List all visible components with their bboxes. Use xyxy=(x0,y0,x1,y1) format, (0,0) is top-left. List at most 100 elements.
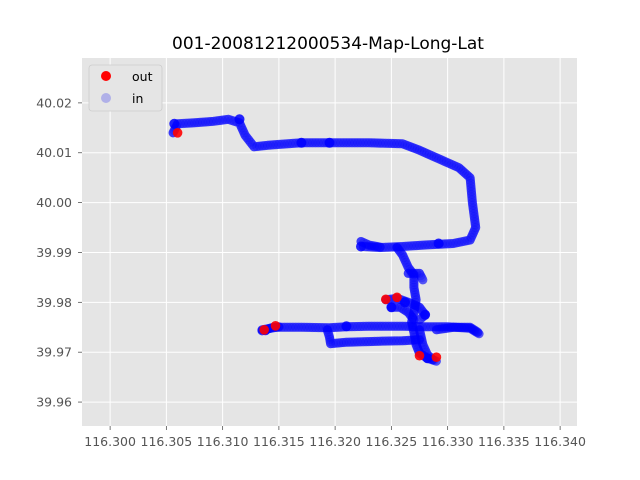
in-point xyxy=(419,342,429,352)
in-point xyxy=(324,332,335,342)
in-point xyxy=(463,171,473,181)
in-point xyxy=(418,340,428,350)
in-point xyxy=(392,336,402,346)
in-point xyxy=(384,138,394,148)
in-point xyxy=(443,323,453,333)
in-point xyxy=(288,138,298,148)
in-point xyxy=(310,322,320,333)
in-point xyxy=(392,139,402,149)
in-point xyxy=(226,115,236,125)
in-point xyxy=(274,139,284,149)
in-point xyxy=(206,116,216,127)
in-point xyxy=(375,336,385,346)
in-point xyxy=(434,324,444,334)
in-point xyxy=(466,232,476,243)
in-point xyxy=(361,138,371,148)
in-point xyxy=(466,181,476,191)
in-point xyxy=(409,285,419,295)
in-point xyxy=(392,321,402,331)
in-point xyxy=(465,175,475,185)
in-point xyxy=(437,324,447,334)
in-point xyxy=(395,336,405,346)
in-point xyxy=(364,240,374,250)
in-point xyxy=(184,118,194,128)
in-point xyxy=(401,306,411,316)
in-point xyxy=(252,141,262,152)
in-point xyxy=(203,117,213,127)
in-point xyxy=(361,337,371,347)
in-point xyxy=(326,339,336,349)
in-point xyxy=(285,322,295,332)
in-point xyxy=(409,277,419,287)
in-point xyxy=(392,242,402,253)
in-point xyxy=(467,230,477,240)
in-point xyxy=(313,323,323,333)
chart-title: 001-20081212000534-Map-Long-Lat xyxy=(172,34,484,54)
in-point xyxy=(386,321,396,331)
in-point xyxy=(467,323,477,334)
in-point xyxy=(195,117,205,127)
in-point xyxy=(245,137,256,147)
in-point xyxy=(457,322,467,332)
in-point xyxy=(415,327,425,337)
in-point xyxy=(217,115,227,125)
in-point xyxy=(240,130,250,140)
in-point xyxy=(465,173,475,183)
in-point xyxy=(372,138,382,148)
in-point xyxy=(466,186,476,197)
in-point xyxy=(440,323,450,334)
out-point xyxy=(414,350,425,361)
legend: out in xyxy=(88,64,163,112)
in-point xyxy=(395,246,405,256)
in-point xyxy=(445,239,455,249)
in-point xyxy=(291,322,301,332)
in-point xyxy=(355,337,365,347)
x-tick-label: 116.330 xyxy=(422,434,474,449)
in-point xyxy=(305,322,315,332)
out-point xyxy=(270,321,281,331)
in-point xyxy=(220,115,230,125)
in-point xyxy=(324,137,335,148)
in-point xyxy=(409,241,419,251)
in-point xyxy=(347,138,357,148)
in-point xyxy=(471,222,481,233)
in-path-band xyxy=(403,268,428,285)
in-path-band xyxy=(168,114,481,252)
in-point xyxy=(263,140,273,150)
in-point xyxy=(333,138,343,148)
in-point xyxy=(400,255,410,265)
in-point xyxy=(350,138,360,148)
in-point xyxy=(187,118,197,128)
in-point xyxy=(466,184,476,194)
in-point xyxy=(411,292,421,302)
in-point xyxy=(328,338,338,349)
in-point xyxy=(465,322,475,332)
in-point xyxy=(431,153,441,163)
in-point xyxy=(448,322,458,332)
in-point xyxy=(400,336,410,346)
in-point xyxy=(467,195,477,205)
in-point xyxy=(336,338,346,348)
in-point xyxy=(423,240,433,250)
in-point xyxy=(416,271,426,281)
in-point xyxy=(378,336,388,346)
in-point xyxy=(417,273,427,283)
series-layer xyxy=(168,114,484,366)
y-tick-label: 39.99 xyxy=(36,245,72,260)
in-point xyxy=(417,146,427,156)
in-point xyxy=(458,166,468,176)
in-path-band xyxy=(322,325,424,349)
in-point xyxy=(358,321,368,331)
in-point xyxy=(451,162,461,172)
out-point xyxy=(259,325,270,335)
in-point xyxy=(408,299,418,309)
in-point xyxy=(407,142,417,153)
in-point xyxy=(400,140,410,150)
in-point xyxy=(381,336,391,346)
in-point xyxy=(459,168,470,178)
in-point xyxy=(406,335,416,345)
in-point xyxy=(461,169,471,179)
in-point xyxy=(299,322,309,332)
in-point xyxy=(399,305,409,315)
in-point xyxy=(468,227,479,238)
